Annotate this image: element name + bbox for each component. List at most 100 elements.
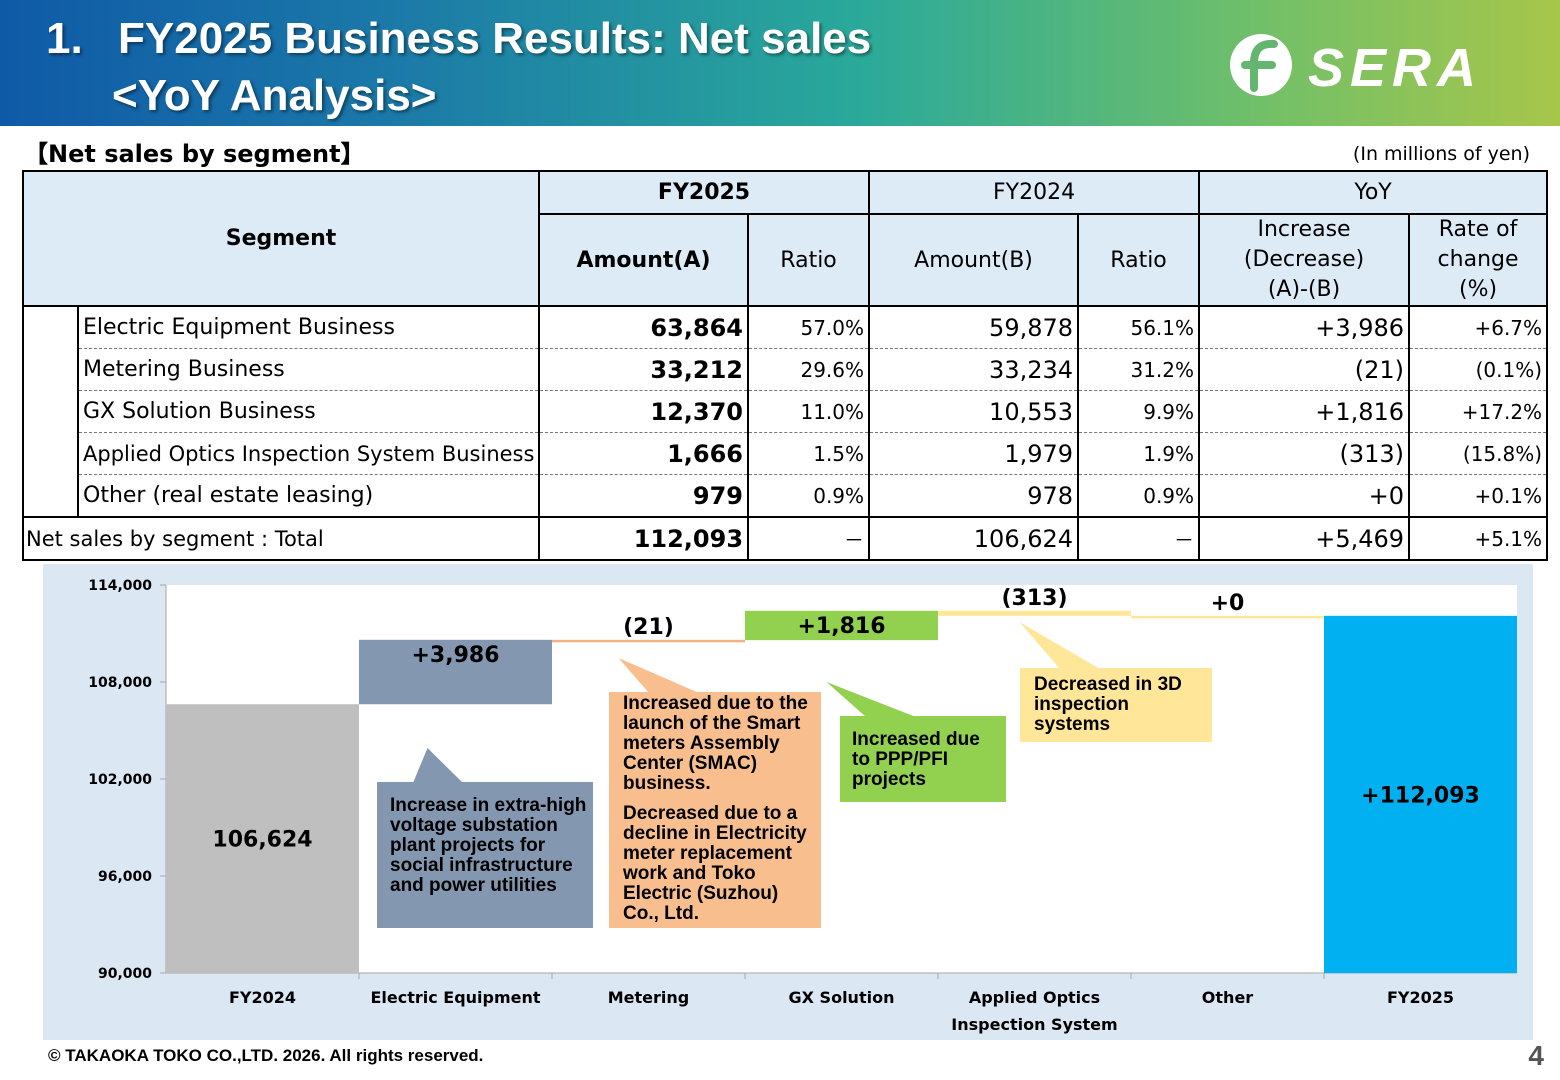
callout-metering: Increased due to the launch of the Smart… bbox=[623, 694, 813, 924]
fy2024-ratio: 31.2% bbox=[1077, 348, 1201, 391]
segment-table: Segment FY2025 FY2024 YoY Amount(A) Rati… bbox=[21, 170, 1549, 561]
increase-header: Increase (Decrease) (A)-(B) bbox=[1198, 213, 1411, 307]
yoy-rate: +6.7% bbox=[1408, 305, 1549, 349]
bar-5 bbox=[1131, 615, 1324, 619]
x-category-label: Electric Equipment bbox=[370, 988, 540, 1007]
logo-wordmark: SERA bbox=[1308, 38, 1482, 98]
table-row: Applied Optics Inspection System Busines… bbox=[23, 432, 1549, 475]
fy2025-ratio: 1.5% bbox=[747, 432, 871, 475]
logo-mark-stroke bbox=[1241, 39, 1278, 92]
rate-header-line-2: change bbox=[1437, 247, 1519, 272]
fy2024-ratio: 1.9% bbox=[1077, 432, 1201, 475]
total-fy2024-ratio: － bbox=[1077, 516, 1201, 561]
callout-box-0 bbox=[377, 782, 593, 928]
rate-header: Rate of change (%) bbox=[1408, 213, 1549, 307]
x-category-label: Applied Optics bbox=[969, 988, 1100, 1007]
fy2025-ratio: 57.0% bbox=[747, 305, 871, 349]
total-fy2024-amount: 106,624 bbox=[868, 516, 1080, 561]
ratio-header-fy2024: Ratio bbox=[1077, 213, 1201, 307]
callout-pointer-0 bbox=[413, 748, 463, 783]
callout-metering-text-2: Decreased due to a decline in Electricit… bbox=[623, 803, 807, 924]
fy2025-amount: 979 bbox=[538, 474, 750, 518]
callout-box-3 bbox=[1020, 668, 1212, 742]
yoy-rate: +0.1% bbox=[1408, 474, 1549, 518]
callout-pointer-1 bbox=[618, 658, 699, 693]
data-label-4: (313) bbox=[1001, 586, 1067, 611]
copyright: © TAKAOKA TOKO CO.,LTD. 2026. All rights… bbox=[48, 1046, 484, 1065]
y-tick-label: 114,000 bbox=[88, 578, 152, 594]
table-row: Other (real estate leasing) 979 0.9% 978… bbox=[23, 474, 1549, 518]
fy2025-amount: 1,666 bbox=[538, 432, 750, 475]
data-label-3: +1,816 bbox=[797, 614, 885, 639]
header-banner: 1. FY2025 Business Results: Net sales <Yo… bbox=[0, 0, 1560, 126]
callout-applied-optics: Decreased in 3D inspection systems bbox=[1034, 675, 1209, 735]
rate-header-line-3: (%) bbox=[1459, 277, 1498, 302]
page-title: 1. FY2025 Business Results: Net sales <Yo… bbox=[46, 10, 871, 124]
yoy-change: +0 bbox=[1198, 474, 1411, 518]
table-row: Electric Equipment Business 63,864 57.0%… bbox=[22, 305, 1549, 518]
yoy-change: +1,816 bbox=[1198, 390, 1411, 433]
waterfall-chart: 90,000 96,000 102,000 108,000 114,000 106,62… bbox=[88, 578, 1517, 1034]
bar-4 bbox=[938, 610, 1131, 616]
title-line-1: FY2025 Business Results: Net sales bbox=[118, 14, 872, 63]
fy2024-amount: 978 bbox=[868, 474, 1080, 518]
callout-pointer-3 bbox=[1019, 622, 1100, 669]
amount-a-header: Amount(A) bbox=[538, 213, 750, 307]
fy2024-ratio: 0.9% bbox=[1077, 474, 1201, 518]
sera-logo: SERA bbox=[1230, 34, 1482, 98]
y-tick-label: 102,000 bbox=[88, 772, 152, 788]
fy2025-header: FY2025 bbox=[538, 170, 871, 215]
bar-6 bbox=[1324, 615, 1517, 973]
indent-cell bbox=[22, 305, 79, 518]
x-category-label: Metering bbox=[608, 988, 690, 1007]
total-row: Net sales by segment : Total 112,093 － 1… bbox=[21, 516, 1549, 561]
total-label: Net sales by segment : Total bbox=[21, 516, 541, 561]
callout-box-2 bbox=[840, 716, 1006, 802]
segment-name: Applied Optics Inspection System Busines… bbox=[76, 432, 541, 475]
section-label: 【Net sales by segment】 bbox=[24, 140, 365, 168]
x-category-label: Other bbox=[1202, 988, 1253, 1007]
y-tick-label: 108,000 bbox=[88, 675, 152, 691]
bar-3 bbox=[745, 610, 938, 641]
fy2025-ratio: 0.9% bbox=[747, 474, 871, 518]
callout-electric-equipment-text: Increase in extra-high voltage substatio… bbox=[390, 795, 587, 896]
unit-note: (In millions of yen) bbox=[1352, 143, 1530, 165]
yoy-change: (313) bbox=[1198, 432, 1411, 475]
x-category-label: FY2024 bbox=[229, 988, 296, 1007]
total-yoy-rate: +5.1% bbox=[1408, 516, 1549, 561]
fy2024-ratio: 56.1% bbox=[1077, 305, 1201, 349]
segment-name: Electric Equipment Business bbox=[76, 305, 541, 349]
callout-metering-text-1: Increased due to the launch of the Smart… bbox=[623, 693, 808, 794]
y-tick-label: 96,000 bbox=[98, 869, 152, 885]
x-category-label-line-2: Inspection System bbox=[951, 1015, 1117, 1034]
ratio-header-fy2025: Ratio bbox=[747, 213, 871, 307]
fy2025-ratio: 29.6% bbox=[747, 348, 871, 391]
bar-2 bbox=[552, 639, 745, 643]
table-row: GX Solution Business 12,370 11.0% 10,553… bbox=[23, 390, 1549, 433]
fy2024-amount: 1,979 bbox=[868, 432, 1080, 475]
segment-name: Other (real estate leasing) bbox=[76, 474, 541, 518]
segment-name: Metering Business bbox=[76, 348, 541, 391]
fy2024-ratio: 9.9% bbox=[1077, 390, 1201, 433]
yoy-rate: +17.2% bbox=[1408, 390, 1549, 433]
fy2025-amount: 33,212 bbox=[538, 348, 750, 391]
data-label-1: +3,986 bbox=[411, 643, 499, 668]
total-yoy-change: +5,469 bbox=[1198, 516, 1411, 561]
increase-header-line-2: (Decrease) bbox=[1243, 247, 1365, 272]
x-category-label: FY2025 bbox=[1387, 988, 1454, 1007]
yoy-change: (21) bbox=[1198, 348, 1411, 391]
callout-box-1 bbox=[609, 692, 821, 928]
data-label-5: +0 bbox=[1211, 591, 1245, 616]
fy2024-header: FY2024 bbox=[868, 170, 1201, 215]
table-row: Metering Business 33,212 29.6% 33,234 31… bbox=[23, 348, 1549, 391]
segment-name: GX Solution Business bbox=[76, 390, 541, 433]
callout-pointer-2 bbox=[826, 682, 916, 717]
yoy-header: YoY bbox=[1198, 170, 1549, 215]
callout-gx-solution-text: Increased due to PPP/PFI projects bbox=[852, 729, 980, 790]
yoy-rate: (0.1%) bbox=[1408, 348, 1549, 391]
segment-header: Segment bbox=[21, 170, 541, 307]
total-fy2025-amount: 112,093 bbox=[538, 516, 750, 561]
callout-applied-optics-text: Decreased in 3D inspection systems bbox=[1034, 674, 1182, 735]
fy2025-amount: 63,864 bbox=[538, 305, 750, 349]
title-line-2: <YoY Analysis> bbox=[112, 71, 437, 120]
